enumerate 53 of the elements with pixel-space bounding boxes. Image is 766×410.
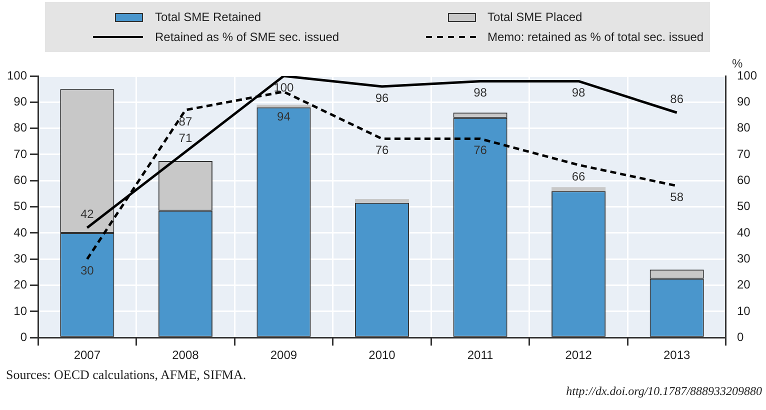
bar bbox=[256, 104, 311, 108]
x-tick-label: 2012 bbox=[565, 348, 592, 362]
data-label: 58 bbox=[670, 190, 684, 204]
x-tick-label: 2013 bbox=[663, 348, 691, 362]
y2-tick-label: 70 bbox=[736, 146, 751, 161]
data-label: 86 bbox=[670, 92, 684, 106]
legend-label: Retained as % of SME sec. issued bbox=[155, 30, 340, 44]
data-label: 76 bbox=[474, 143, 488, 158]
y-tick-label: 50 bbox=[14, 199, 28, 214]
legend-label: Total SME Placed bbox=[488, 10, 582, 24]
data-label: 71 bbox=[178, 131, 192, 146]
data-label: 42 bbox=[80, 207, 94, 222]
data-label: 98 bbox=[572, 86, 586, 100]
y2-tick-label: 20 bbox=[736, 278, 751, 292]
y-tick-label: 10 bbox=[14, 304, 28, 318]
y2-tick-label: 50 bbox=[736, 199, 751, 214]
x-tick-label: 2008 bbox=[172, 348, 200, 362]
y2-tick-label: 30 bbox=[736, 251, 751, 266]
data-label: 98 bbox=[474, 86, 488, 100]
bar bbox=[552, 187, 606, 192]
data-label: 94 bbox=[277, 110, 291, 124]
data-label: 100 bbox=[274, 80, 294, 94]
y2-tick-label: 40 bbox=[736, 225, 751, 240]
source-note: Sources: OECD calculations, AFME, SIFMA. bbox=[6, 366, 248, 383]
bar bbox=[354, 198, 410, 203]
y2-tick-label: 80 bbox=[736, 120, 751, 135]
x-tick-label: 2007 bbox=[74, 348, 101, 362]
y2-tick-label: 90 bbox=[736, 94, 751, 108]
legend-label: Total SME Retained bbox=[155, 10, 262, 24]
text: http://dx.doi.org/10.1787/888933209880 bbox=[565, 383, 762, 400]
y-tick-label: 80 bbox=[14, 120, 28, 135]
data-label: 96 bbox=[375, 90, 389, 105]
y-tick-label: 20 bbox=[14, 278, 28, 292]
data-label: 66 bbox=[572, 169, 586, 184]
y-tick-label: 40 bbox=[14, 225, 28, 240]
legend-label: Memo: retained as % of total sec. issued bbox=[488, 30, 704, 44]
y2-tick-label: 0 bbox=[736, 330, 744, 344]
y2-tick-label: 60 bbox=[736, 172, 751, 187]
x-tick-label: 2010 bbox=[368, 348, 396, 362]
y-tick-label: 30 bbox=[14, 251, 28, 266]
y-tick-label: 90 bbox=[14, 94, 28, 108]
x-tick-label: 2009 bbox=[270, 348, 298, 362]
y2-tick-label: 100 bbox=[736, 68, 758, 82]
x-tick-label: 2011 bbox=[467, 348, 494, 362]
y-tick-label: 60 bbox=[14, 172, 28, 187]
data-label: 87 bbox=[178, 114, 192, 128]
y-tick-label: 0 bbox=[20, 330, 28, 344]
data-label: 30 bbox=[80, 263, 94, 278]
y-tick-label: 70 bbox=[14, 146, 28, 161]
y-tick-label: 100 bbox=[6, 68, 28, 82]
data-label: 76 bbox=[375, 143, 389, 158]
y2-tick-label: 10 bbox=[736, 304, 751, 318]
y2-axis-title: % bbox=[732, 56, 743, 70]
